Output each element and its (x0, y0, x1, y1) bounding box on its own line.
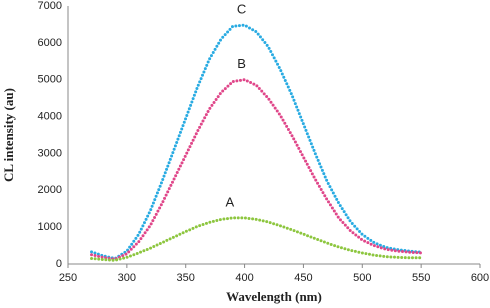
series-line (90, 216, 423, 262)
x-tick-label: 350 (177, 272, 195, 284)
x-tick-label: 250 (59, 272, 77, 284)
y-tick-label: 1000 (38, 221, 62, 233)
y-tick-label: 3000 (38, 147, 62, 159)
series-label: C (237, 2, 246, 17)
y-tick-label: 4000 (38, 110, 62, 122)
x-tick-label: 550 (412, 272, 430, 284)
y-tick-label: 7000 (38, 0, 62, 12)
series-label: A (225, 194, 234, 209)
series-label: B (237, 56, 246, 71)
x-axis-title: Wavelength (nm) (226, 289, 322, 304)
x-tick-label: 500 (353, 272, 371, 284)
x-tick-label: 450 (294, 272, 312, 284)
y-tick-label: 0 (56, 258, 62, 270)
y-axis-title: CL intensity (au) (1, 88, 16, 182)
series-line (90, 23, 423, 261)
y-tick-label: 6000 (38, 37, 62, 49)
x-tick-label: 600 (471, 272, 489, 284)
series-line (90, 78, 423, 261)
y-tick-label: 5000 (38, 74, 62, 86)
x-tick-label: 300 (118, 272, 136, 284)
x-tick-label: 400 (235, 272, 253, 284)
y-tick-label: 2000 (38, 184, 62, 196)
